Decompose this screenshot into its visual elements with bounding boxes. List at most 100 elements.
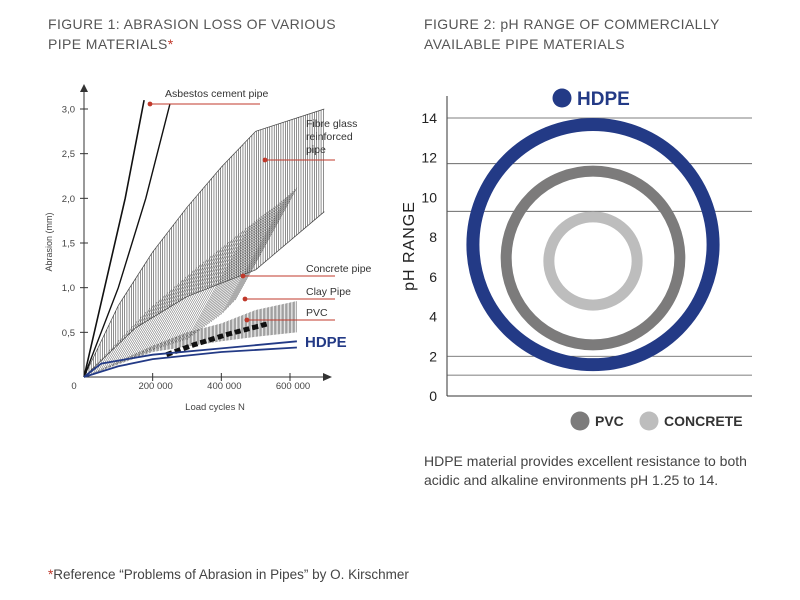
concrete-hatch xyxy=(131,292,169,359)
figure1-title-line1: FIGURE 1: ABRASION LOSS OF VARIOUS xyxy=(48,16,336,32)
ph-tick-label: 10 xyxy=(421,189,437,205)
label-fibre-glass-1: Fibre glass xyxy=(306,118,357,130)
ph-tick-label: 4 xyxy=(429,309,437,325)
concrete-hatch xyxy=(172,241,229,345)
concrete-hatch xyxy=(112,321,138,366)
concrete-hatch xyxy=(201,213,265,330)
concrete-hatch xyxy=(119,308,151,364)
concrete-hatch xyxy=(210,206,275,323)
concrete-hatch xyxy=(141,279,183,355)
label-clay: Clay Pipe xyxy=(306,286,351,298)
legend-pvc-label: PVC xyxy=(595,413,624,429)
ring-hdpe xyxy=(466,117,720,372)
y-axis-title: Abrasion (mm) xyxy=(44,212,54,271)
ph-tick-label: 12 xyxy=(421,150,437,166)
concrete-hatch xyxy=(150,267,197,351)
ph-tick-label: 14 xyxy=(421,110,437,126)
concrete-hatch xyxy=(184,227,247,341)
ring-concrete xyxy=(543,211,643,311)
concrete-hatch xyxy=(129,295,165,360)
y-tick-label: 0,5 xyxy=(62,328,75,339)
x-tick-label: 400 000 xyxy=(207,381,241,392)
concrete-hatch xyxy=(114,316,142,366)
concrete-hatch xyxy=(100,344,115,371)
ph-tick-label: 0 xyxy=(429,388,437,404)
concrete-hatch xyxy=(126,298,161,361)
footnote-text: Reference “Problems of Abrasion in Pipes… xyxy=(53,567,409,582)
hdpe-line-lower xyxy=(83,346,297,378)
legend-concrete-label: CONCRETE xyxy=(664,413,743,429)
concrete-hatch xyxy=(117,311,147,365)
legend-hdpe-dot xyxy=(552,88,572,108)
legend-hdpe-label: HDPE xyxy=(577,89,630,110)
label-hdpe: HDPE xyxy=(305,334,347,351)
pvc-line xyxy=(165,320,271,358)
x-tick-label: 600 000 xyxy=(276,381,310,392)
concrete-hatch xyxy=(206,210,270,326)
concrete-hatch xyxy=(198,215,263,331)
concrete-hatch xyxy=(97,349,111,372)
label-pointer-dot xyxy=(147,101,153,107)
concrete-hatch xyxy=(124,301,158,362)
concrete-hatch xyxy=(136,286,176,357)
label-asbestos: Asbestos cement pipe xyxy=(165,88,268,100)
figure1-reference-mark: * xyxy=(167,36,174,52)
concrete-hatch xyxy=(220,198,285,316)
y-tick-label: 1,5 xyxy=(62,239,75,250)
y-axis-arrow xyxy=(80,84,88,92)
legend-concrete-dot xyxy=(639,411,659,431)
x-tick-label: 0 xyxy=(71,381,76,392)
concrete-hatch xyxy=(160,255,212,348)
label-pointer-dot xyxy=(242,296,248,302)
label-pvc: PVC xyxy=(306,307,328,319)
concrete-hatch xyxy=(148,270,194,352)
label-pointer-dot xyxy=(240,273,246,279)
concrete-hatch xyxy=(165,250,219,347)
x-tick-label: 200 000 xyxy=(138,381,172,392)
concrete-hatch xyxy=(189,223,253,338)
concrete-hatch xyxy=(138,283,179,356)
figure2-title-line1: FIGURE 2: pH RANGE OF COMMERCIALLY xyxy=(424,16,720,32)
ph-tick-label: 6 xyxy=(429,269,437,285)
concrete-hatch xyxy=(225,194,289,311)
concrete-hatch xyxy=(230,191,294,306)
asbestos-line-secondary xyxy=(83,104,171,378)
concrete-hatch xyxy=(162,253,215,348)
label-fibre-glass-2: reinforced xyxy=(306,131,353,143)
concrete-hatch xyxy=(193,219,258,335)
concrete-hatch xyxy=(109,325,133,367)
ph-tick-label: 8 xyxy=(429,229,437,245)
concrete-hatch xyxy=(145,273,190,353)
concrete-hatch xyxy=(181,230,244,342)
concrete-hatch xyxy=(227,193,292,308)
y-tick-label: 1,0 xyxy=(62,283,75,294)
fibre-glass-lower-edge xyxy=(83,211,325,378)
hdpe-description: HDPE material provides excellent resista… xyxy=(424,453,747,488)
reference-footnote: *Reference “Problems of Abrasion in Pipe… xyxy=(48,567,409,582)
hdpe-line-upper xyxy=(83,340,297,378)
label-pointer-dot xyxy=(244,317,250,323)
concrete-hatch xyxy=(218,200,283,317)
concrete-hatch xyxy=(177,236,236,343)
concrete-hatch xyxy=(196,217,260,333)
figure2-title: FIGURE 2: pH RANGE OF COMMERCIALLY AVAIL… xyxy=(424,14,764,54)
concrete-hatch xyxy=(157,258,208,349)
ring-pvc xyxy=(500,165,686,351)
concrete-hatch xyxy=(234,187,298,301)
footnote-mark: * xyxy=(48,567,54,582)
legend-pvc-dot xyxy=(570,411,590,431)
concrete-hatch xyxy=(222,196,287,313)
fibre-glass-upper-edge xyxy=(83,108,325,378)
concrete-hatch xyxy=(191,221,256,337)
concrete-hatch xyxy=(213,204,278,321)
concrete-hatch xyxy=(174,239,233,344)
y-tick-label: 3,0 xyxy=(62,105,75,116)
y-tick-label: 2,5 xyxy=(62,149,75,160)
x-axis-title: Load cycles N xyxy=(185,402,245,413)
ph-tick-label: 2 xyxy=(429,348,437,364)
x-axis-arrow xyxy=(323,373,332,381)
concrete-hatch xyxy=(102,340,120,370)
concrete-hatch xyxy=(169,244,226,345)
